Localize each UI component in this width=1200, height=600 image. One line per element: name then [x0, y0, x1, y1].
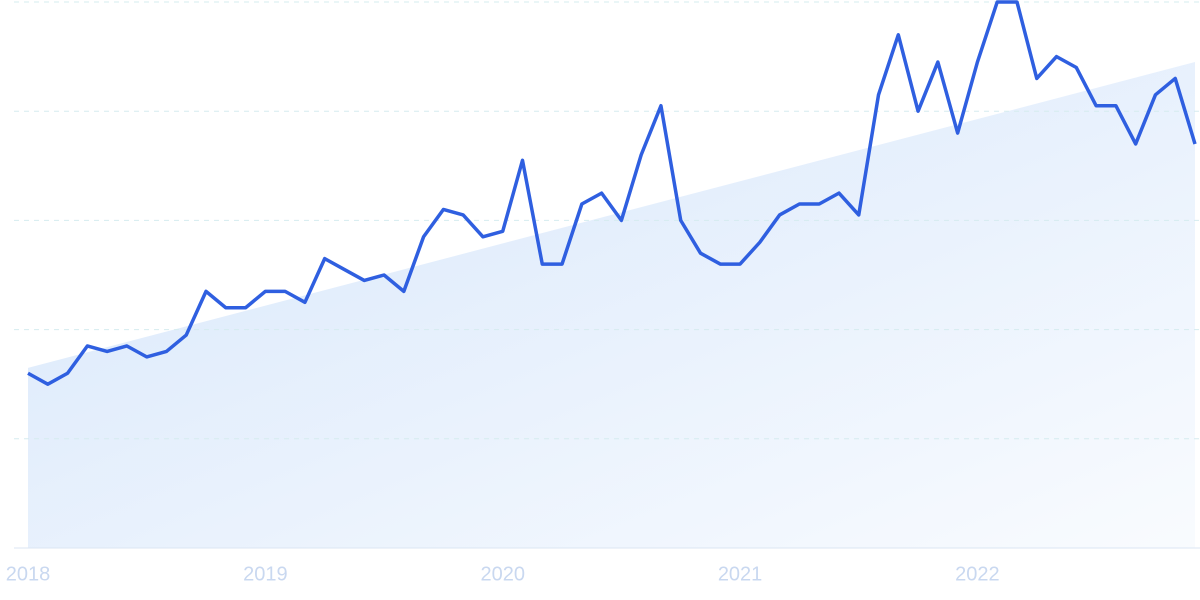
x-tick-label: 2018: [6, 563, 51, 585]
x-tick-label: 2020: [480, 563, 525, 585]
line: [27, 0, 1197, 386]
x-tick-label: 2019: [243, 563, 288, 585]
trend-area: [28, 62, 1195, 549]
x-tick-label: 2022: [955, 563, 1000, 585]
x-tick-label: 2021: [718, 563, 763, 585]
